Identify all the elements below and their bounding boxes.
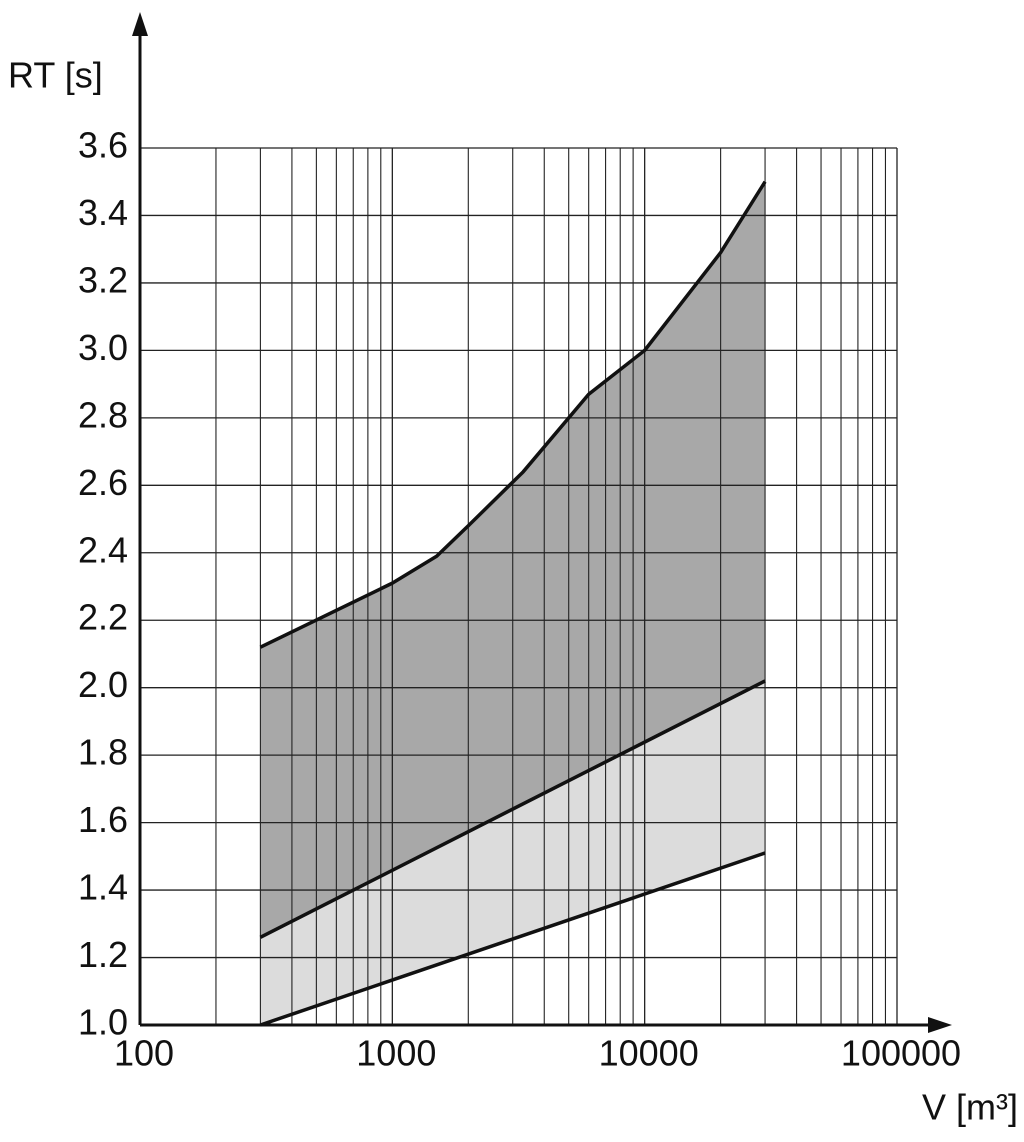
y-tick-label: 1.6	[78, 799, 128, 840]
y-tick-label: 3.6	[78, 125, 128, 166]
y-tick-label: 3.2	[78, 259, 128, 300]
y-tick-label: 2.0	[78, 664, 128, 705]
x-arrow	[928, 1017, 952, 1033]
line	[259, 851, 766, 1027]
y-arrow	[132, 12, 148, 36]
y-tick-label: 3.4	[78, 192, 128, 233]
x-tick-label: 100	[114, 1033, 174, 1074]
y-tick-label: 2.6	[78, 462, 128, 503]
x-axis-label: V [m³]	[922, 1087, 1018, 1128]
y-axis-label: RT [s]	[8, 55, 103, 96]
y-tick-label: 2.2	[78, 597, 128, 638]
y-tick-label: 2.4	[78, 529, 128, 570]
y-tick-label: 1.4	[78, 867, 128, 908]
line	[259, 180, 767, 649]
x-tick-label: 100000	[841, 1033, 961, 1074]
y-tick-label: 2.8	[78, 394, 128, 435]
y-tick-label: 1.2	[78, 934, 128, 975]
y-tick-label: 1.8	[78, 732, 128, 773]
lines	[259, 180, 767, 1027]
x-tick-label: 10000	[599, 1033, 699, 1074]
x-tick-label: 1000	[356, 1033, 436, 1074]
grid	[139, 147, 898, 1026]
y-tick-label: 3.0	[78, 327, 128, 368]
line	[259, 679, 766, 939]
y-tick-label: 1.0	[78, 1002, 128, 1043]
